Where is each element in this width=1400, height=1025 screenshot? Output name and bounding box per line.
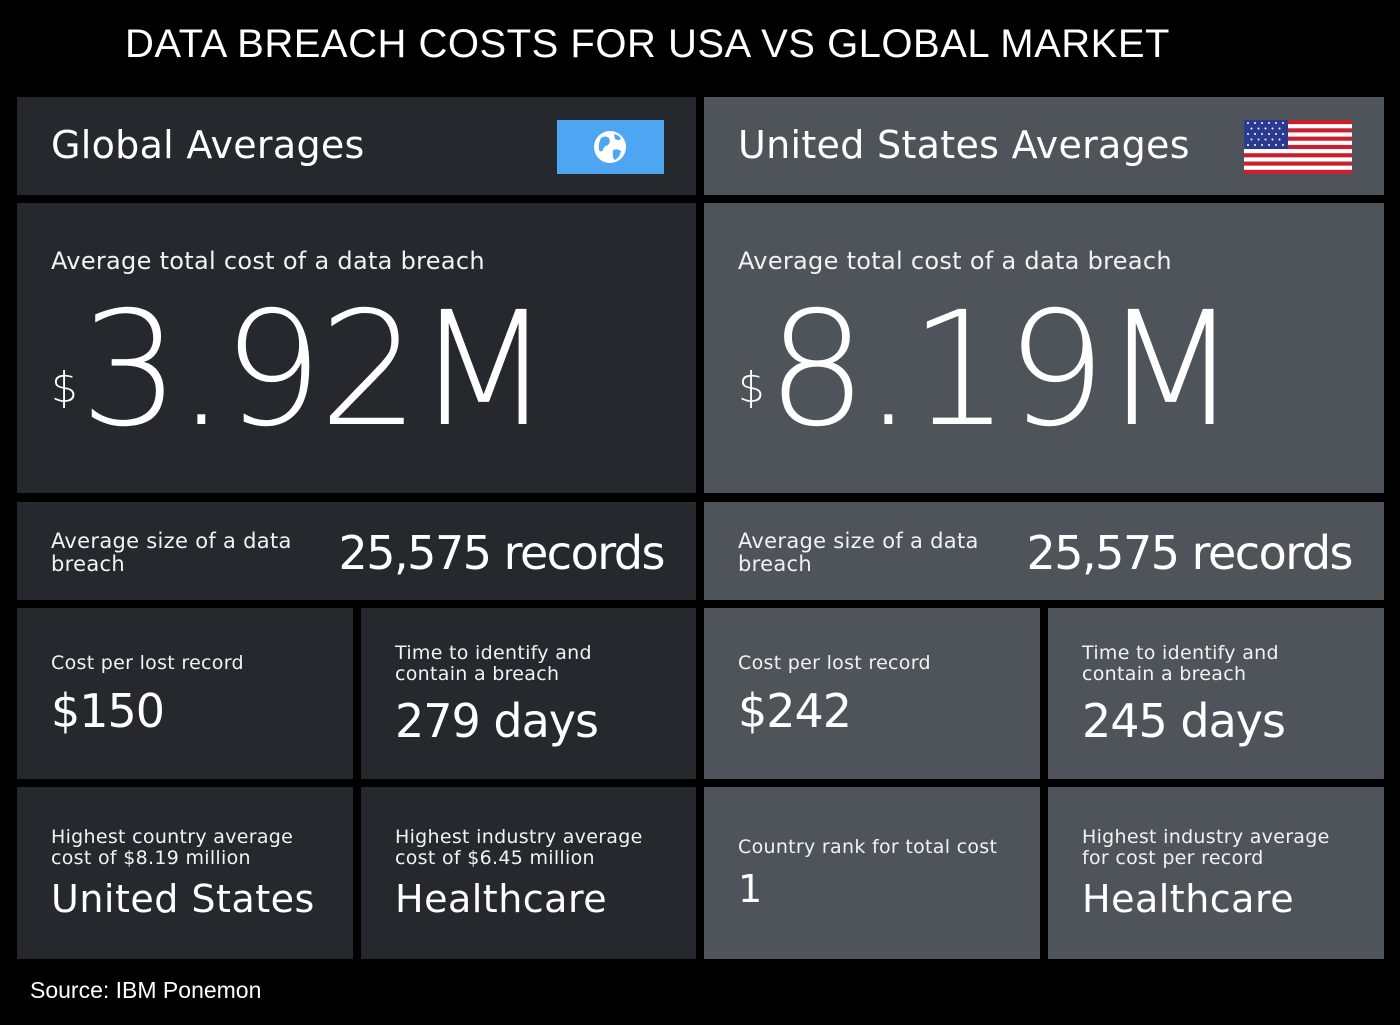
page-title: DATA BREACH COSTS FOR USA VS GLOBAL MARK… — [125, 22, 1170, 66]
global-size-label: Average size of a data breach — [51, 529, 292, 576]
global-highest-country-value: United States — [51, 877, 315, 921]
global-highest-industry-value: Healthcare — [395, 877, 608, 921]
global-time-label: Time to identify and contain a breach — [395, 642, 592, 685]
us-size-value: 25,575 records — [1026, 526, 1354, 580]
global-highest-industry-label: Highest industry average cost of $6.45 m… — [395, 826, 643, 869]
source-note: Source: IBM Ponemon — [30, 977, 262, 1003]
us-country-rank-panel: Country rank for total cost 1 — [704, 787, 1040, 959]
global-highest-country-panel: Highest country average cost of $8.19 mi… — [17, 787, 353, 959]
global-total-cost-label: Average total cost of a data breach — [51, 247, 485, 275]
global-cost-per-record-label: Cost per lost record — [51, 652, 244, 674]
global-total-cost-panel: Average total cost of a data breach $ 3.… — [17, 203, 696, 493]
global-header-panel: Global Averages — [17, 97, 696, 195]
global-cost-per-record-panel: Cost per lost record $150 — [17, 608, 353, 779]
us-time-value: 245 days — [1082, 694, 1286, 748]
global-total-cost: $ 3.92M — [51, 278, 552, 462]
us-country-rank-value: 1 — [738, 867, 763, 911]
global-cost-per-record-value: $150 — [51, 684, 165, 738]
global-time-value: 279 days — [395, 694, 599, 748]
us-size-panel: Average size of a data breach 25,575 rec… — [704, 502, 1384, 600]
us-total-cost-value: 8.19M — [766, 278, 1239, 462]
us-cost-per-record-label: Cost per lost record — [738, 652, 931, 674]
us-total-cost-label: Average total cost of a data breach — [738, 247, 1172, 275]
globe-icon — [557, 120, 664, 174]
us-header-title: United States Averages — [738, 123, 1190, 167]
global-size-value: 25,575 records — [338, 526, 666, 580]
global-total-cost-value: 3.92M — [79, 278, 552, 462]
us-total-cost: $ 8.19M — [738, 278, 1239, 462]
global-total-cost-currency: $ — [51, 363, 78, 412]
us-cost-per-record-panel: Cost per lost record $242 — [704, 608, 1040, 779]
us-highest-industry-value: Healthcare — [1082, 877, 1295, 921]
us-size-label: Average size of a data breach — [738, 529, 979, 576]
us-time-label: Time to identify and contain a breach — [1082, 642, 1279, 685]
us-total-cost-panel: Average total cost of a data breach $ 8.… — [704, 203, 1384, 493]
us-total-cost-currency: $ — [738, 363, 765, 412]
us-flag-icon — [1244, 120, 1352, 174]
global-header-title: Global Averages — [51, 123, 365, 167]
global-size-panel: Average size of a data breach 25,575 rec… — [17, 502, 696, 600]
us-cost-per-record-value: $242 — [738, 684, 852, 738]
us-time-panel: Time to identify and contain a breach 24… — [1048, 608, 1384, 779]
us-highest-industry-panel: Highest industry average for cost per re… — [1048, 787, 1384, 959]
us-header-panel: United States Averages — [704, 97, 1384, 195]
global-highest-country-label: Highest country average cost of $8.19 mi… — [51, 826, 294, 869]
us-country-rank-label: Country rank for total cost — [738, 836, 998, 858]
us-highest-industry-label: Highest industry average for cost per re… — [1082, 826, 1330, 869]
global-highest-industry-panel: Highest industry average cost of $6.45 m… — [361, 787, 696, 959]
global-time-panel: Time to identify and contain a breach 27… — [361, 608, 696, 779]
